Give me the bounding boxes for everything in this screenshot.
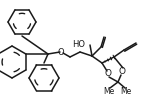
Text: O: O: [58, 48, 64, 56]
Text: Me: Me: [120, 87, 132, 95]
Text: O: O: [119, 67, 125, 77]
Text: HO: HO: [72, 39, 85, 49]
Text: Me: Me: [103, 87, 115, 95]
Text: O: O: [105, 70, 112, 78]
